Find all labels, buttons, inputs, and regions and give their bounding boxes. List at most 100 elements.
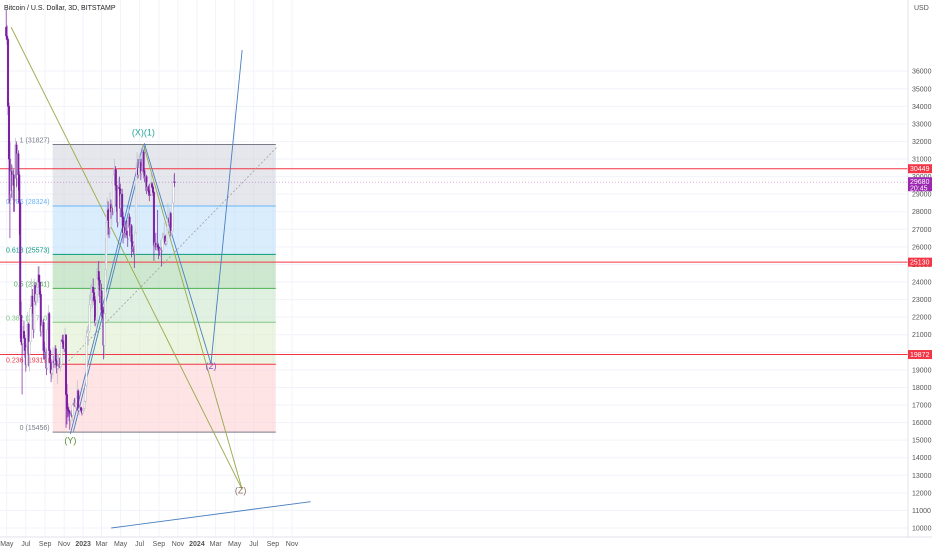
projection-wave-2 [143,50,243,364]
candle-down [130,225,133,242]
candle-up [112,174,115,212]
candle-up [117,186,120,223]
candle-down [65,394,68,409]
x-tick-label: Nov [172,541,185,548]
candle-down [107,209,110,221]
price-badge [908,164,932,174]
candle-down [20,315,23,343]
wave-labels: (X)(1) (Y) (2) (Z) [64,127,246,495]
wave-label: (2) [205,361,216,371]
wave-label: (X)(1) [132,127,155,137]
x-tick-label: 2023 [75,541,91,548]
y-tick-label: 32000 [912,139,932,146]
candle-down [7,106,10,160]
candle-down [5,27,8,37]
x-tick-label: May [114,541,128,548]
candle-down [66,408,69,411]
wave-label: (Y) [64,436,76,446]
current-price-badge [908,177,932,192]
x-tick-label: May [0,541,14,548]
price-badge-label: 30449 [910,166,930,173]
candle-up [28,341,31,355]
candle-up [56,366,59,369]
candle-up [103,313,106,346]
price-badge-label: 25130 [910,260,930,267]
projection-long-trend [111,501,311,529]
x-tick-label: Jul [249,541,258,548]
candle-down [169,213,172,234]
candle-up [84,385,87,402]
candle-down [173,181,176,183]
x-tick-label: 2024 [189,541,205,548]
fib-zone [52,288,276,323]
y-tick-label: 18000 [912,385,932,392]
candle-down [31,295,34,307]
candle-up [90,297,93,300]
candle-down [42,322,45,351]
candle-up [165,241,168,244]
y-tick-label: 27000 [912,227,932,234]
candle-down [37,274,40,283]
candle-down [151,186,154,193]
candle-up [137,167,140,176]
candle-up [87,330,90,334]
candle-up [74,403,77,406]
candle-down [115,185,118,207]
x-tick-label: Nov [58,541,71,548]
fib-level-label: 1 (31827) [20,137,50,144]
candle-down [23,337,26,351]
candle-down [100,290,103,311]
candle-up [172,181,175,204]
projection-downtrend-1 [10,27,243,490]
wave-label: (Z) [235,486,247,496]
candle-down [19,202,22,316]
x-tick-label: Mar [210,541,223,548]
candle-up [82,408,85,411]
candle-up [71,404,74,416]
candle-down [152,192,155,246]
candle-down [54,348,57,362]
y-tick-label: 23000 [912,297,932,304]
y-tick-label: 10000 [912,526,932,533]
candle-up [104,269,107,314]
candle-up [59,364,62,367]
currency-label: USD [914,5,929,12]
candle-up [81,410,84,414]
projection-up-channel-lower [69,144,144,435]
candle-down [121,193,124,218]
fib-level-label: 0 (15456) [20,425,50,432]
candle-down [49,350,52,364]
y-tick-label: 34000 [912,104,932,111]
candle-up [105,222,108,270]
candle-down [114,169,117,186]
candle-down [22,330,25,339]
candle-down [39,294,42,332]
y-tick-label: 17000 [912,403,932,410]
price-badge-label: 19872 [910,352,930,359]
candle-up [89,299,92,306]
current-price-label: 29680 [910,179,930,186]
x-tick-label: Jul [135,541,144,548]
candle-down [7,39,10,107]
candle-up [25,346,28,365]
candle-down [65,334,68,395]
fib-level-label: 0.618 (25573) [6,247,50,254]
horizontal-lines[interactable] [0,168,908,356]
candle-up [161,237,164,251]
candle-down [67,410,70,413]
fib-zone [52,144,276,207]
y-tick-label: 22000 [912,315,932,322]
y-tick-label: 35000 [912,86,932,93]
price-badge [908,350,932,360]
fib-retracement[interactable]: 1 (31827)0.786 (28324)0.618 (25573)0.5 (… [6,137,276,433]
fib-zone [52,254,276,289]
candle-up [171,202,174,232]
candle-down [148,190,151,193]
x-tick-label: Mar [96,541,109,548]
candle-up [40,325,43,332]
candle-up [134,232,137,255]
y-tick-label: 24000 [912,280,932,287]
price-badge [908,257,932,267]
candle-up [46,329,49,369]
